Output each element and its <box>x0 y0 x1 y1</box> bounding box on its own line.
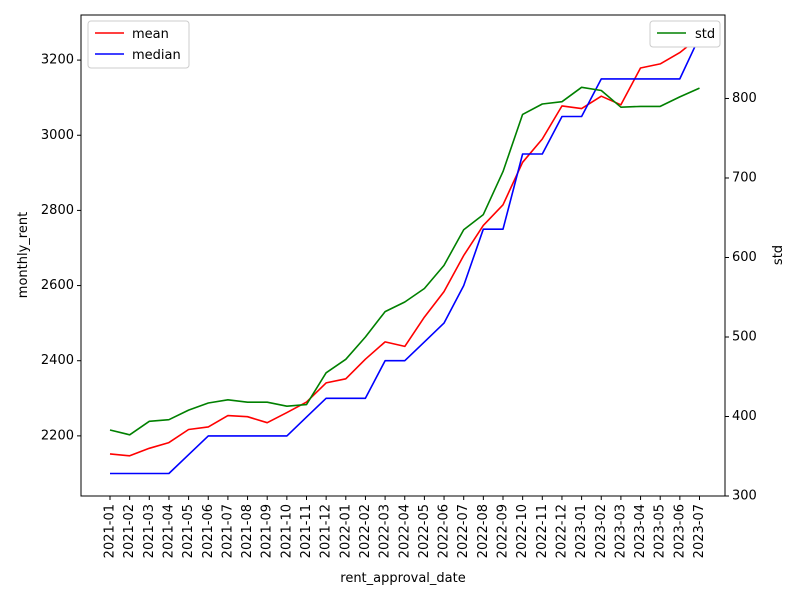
legend-left: mean median <box>87 20 190 69</box>
y-right-tick-label: 700 <box>732 170 757 185</box>
y-left-tick-label: 3200 <box>41 53 74 68</box>
x-axis: 2021-01 2021-02 2021-03 2021-04 2021-05 2021-… <box>103 496 707 558</box>
y-axis-left: 2200 2400 2600 2800 3000 3200 <box>41 53 81 443</box>
y-axis-right-label: std <box>771 245 786 265</box>
x-tick-label: 2023-01 <box>574 504 589 558</box>
series-lines <box>109 36 701 475</box>
x-tick-label: 2021-01 <box>103 504 118 558</box>
legend-label-median: median <box>132 48 181 63</box>
legend-label-mean: mean <box>132 27 169 42</box>
x-tick-label: 2023-04 <box>633 504 648 558</box>
y-right-tick-label: 500 <box>732 329 757 344</box>
x-tick-label: 2022-06 <box>437 504 452 558</box>
x-tick-label: 2022-09 <box>496 504 511 558</box>
x-tick-label: 2022-11 <box>535 504 550 558</box>
x-tick-label: 2022-07 <box>456 504 471 558</box>
y-left-tick-label: 2600 <box>41 278 74 293</box>
x-tick-label: 2023-06 <box>672 504 687 558</box>
x-tick-label: 2022-04 <box>397 504 412 558</box>
legend-right-frame <box>649 20 721 48</box>
x-tick-label: 2022-02 <box>358 504 373 558</box>
legend-label-std: std <box>695 27 715 42</box>
y-right-tick-label: 400 <box>732 409 757 424</box>
plot-area-frame <box>80 14 726 497</box>
y-axis-right: 300 400 500 600 700 800 <box>725 91 757 504</box>
x-tick-label: 2021-08 <box>240 504 255 558</box>
series-line-median <box>110 36 701 475</box>
x-tick-label: 2022-03 <box>378 504 393 558</box>
y-left-tick-label: 2800 <box>41 203 74 218</box>
x-tick-label: 2021-11 <box>299 504 314 558</box>
y-right-tick-label: 800 <box>732 91 757 106</box>
x-tick-label: 2023-03 <box>613 504 628 558</box>
x-tick-label: 2023-02 <box>594 504 609 558</box>
y-right-tick-label: 600 <box>732 250 757 265</box>
x-tick-label: 2022-08 <box>476 504 491 558</box>
x-tick-label: 2022-01 <box>338 504 353 558</box>
y-left-tick-label: 2400 <box>41 353 74 368</box>
x-tick-label: 2021-04 <box>161 504 176 558</box>
x-tick-label: 2023-07 <box>692 504 707 558</box>
x-tick-label: 2022-12 <box>554 504 569 558</box>
x-tick-label: 2021-05 <box>181 504 196 558</box>
x-tick-label: 2021-03 <box>142 504 157 558</box>
x-tick-label: 2021-02 <box>122 504 137 558</box>
x-tick-label: 2022-10 <box>515 504 530 558</box>
x-tick-label: 2021-06 <box>201 504 216 558</box>
x-tick-label: 2022-05 <box>417 504 432 558</box>
y-left-tick-label: 3000 <box>41 128 74 143</box>
x-axis-label: rent_approval_date <box>340 571 465 586</box>
x-tick-label: 2021-12 <box>319 504 334 558</box>
x-tick-label: 2021-07 <box>220 504 235 558</box>
series-line-std <box>109 86 700 436</box>
x-tick-label: 2023-05 <box>653 504 668 558</box>
x-tick-label: 2021-09 <box>260 504 275 558</box>
y-right-tick-label: 300 <box>732 489 757 504</box>
y-axis-left-label: monthly_rent <box>16 212 31 298</box>
x-tick-label: 2021-10 <box>279 504 294 558</box>
legend-right: std <box>649 20 721 48</box>
y-left-tick-label: 2200 <box>41 428 74 443</box>
series-line-mean <box>109 36 701 457</box>
